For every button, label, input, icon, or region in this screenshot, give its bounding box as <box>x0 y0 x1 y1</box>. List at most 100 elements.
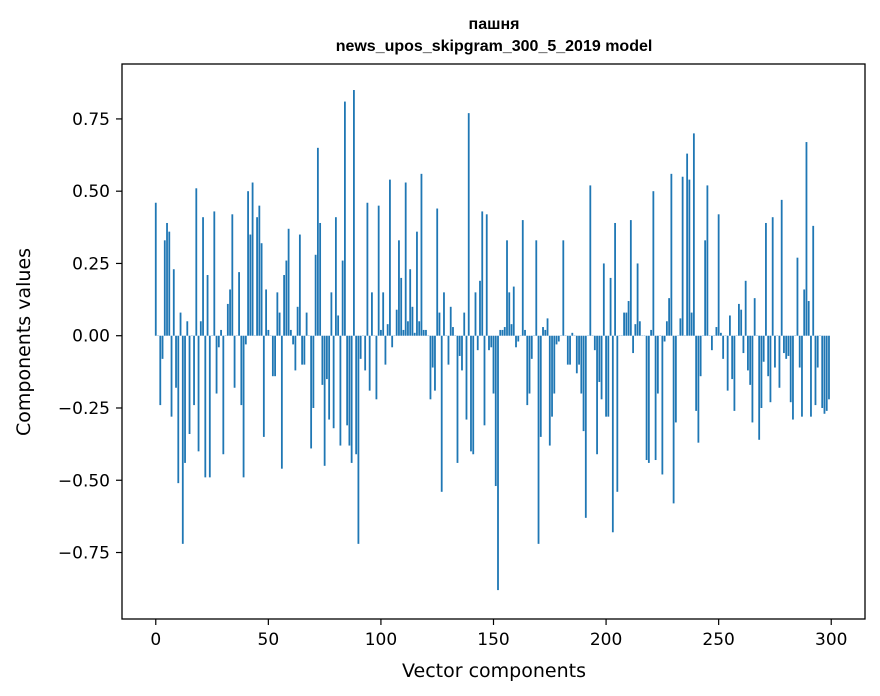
bar <box>607 335 610 417</box>
bar <box>301 335 304 365</box>
x-axis-ticks: 0 50 100 150 200 250 300 <box>150 619 847 650</box>
bar <box>521 220 524 336</box>
bar <box>456 335 459 463</box>
bar <box>371 292 373 336</box>
bar <box>697 335 700 443</box>
bar <box>503 327 506 336</box>
bar <box>298 234 301 336</box>
bar <box>344 101 346 336</box>
bar <box>323 335 326 466</box>
bar <box>368 335 371 391</box>
bar <box>328 335 331 420</box>
bar <box>280 335 283 469</box>
bar <box>654 335 657 461</box>
bar <box>548 335 551 446</box>
bar <box>355 335 358 455</box>
bar <box>645 335 648 461</box>
bar <box>656 335 659 394</box>
bar <box>562 240 565 336</box>
bar <box>539 335 542 437</box>
bar <box>294 335 297 371</box>
x-tick-label: 0 <box>150 630 161 650</box>
bar <box>762 335 765 362</box>
bar <box>528 335 531 394</box>
bar <box>260 243 263 336</box>
bar <box>422 329 425 336</box>
bar <box>530 335 533 359</box>
bar <box>389 179 391 336</box>
bar <box>751 335 754 423</box>
bar <box>807 301 810 336</box>
bar <box>810 335 812 417</box>
bar <box>828 335 830 400</box>
bar <box>544 329 547 336</box>
bar <box>470 335 472 452</box>
bar <box>166 222 168 336</box>
bar <box>778 335 781 388</box>
bar <box>629 220 632 336</box>
bar <box>312 335 315 408</box>
bar <box>738 303 740 336</box>
bar <box>535 240 538 336</box>
bar <box>647 335 650 463</box>
bar <box>465 335 468 420</box>
bar <box>704 240 707 336</box>
bar <box>584 335 587 518</box>
bar <box>443 292 445 336</box>
bar <box>733 335 736 411</box>
bar <box>181 335 184 544</box>
bar <box>803 289 806 336</box>
bar <box>386 324 389 336</box>
bar <box>249 234 252 336</box>
bar <box>692 133 695 336</box>
bar <box>494 335 497 487</box>
bar <box>359 335 362 359</box>
bar <box>226 303 229 336</box>
bar <box>769 335 772 403</box>
bar <box>593 335 596 351</box>
bar <box>447 335 450 365</box>
bar <box>582 335 585 432</box>
bar <box>213 211 216 336</box>
bar <box>508 292 511 336</box>
bar <box>310 335 313 449</box>
bar <box>382 292 385 336</box>
bar <box>339 335 342 446</box>
bar <box>632 335 634 354</box>
bar <box>420 173 423 336</box>
bar <box>650 329 653 336</box>
bar <box>557 335 560 342</box>
bar <box>625 312 628 336</box>
bars-group <box>154 90 830 591</box>
bar <box>753 298 756 336</box>
bar <box>229 289 231 336</box>
bar <box>814 335 817 406</box>
bar <box>731 335 734 380</box>
bar <box>274 335 276 377</box>
bar <box>699 335 702 377</box>
bar <box>665 321 668 336</box>
bar <box>663 335 666 342</box>
bar <box>688 179 691 336</box>
bar <box>330 292 333 336</box>
bar <box>758 335 761 440</box>
bar <box>242 335 245 478</box>
bar <box>674 335 677 423</box>
bar <box>305 312 308 336</box>
bar <box>499 329 502 336</box>
bar <box>785 335 788 359</box>
bar <box>168 231 171 336</box>
bar <box>199 321 202 336</box>
bar <box>524 329 526 336</box>
bar <box>801 335 803 417</box>
bar <box>551 335 553 417</box>
bar <box>380 329 382 336</box>
bar <box>481 211 484 336</box>
bar <box>747 335 749 371</box>
bar <box>483 335 486 426</box>
bar <box>506 240 508 336</box>
bar <box>605 335 607 417</box>
bar <box>348 335 351 446</box>
bar <box>816 335 819 368</box>
